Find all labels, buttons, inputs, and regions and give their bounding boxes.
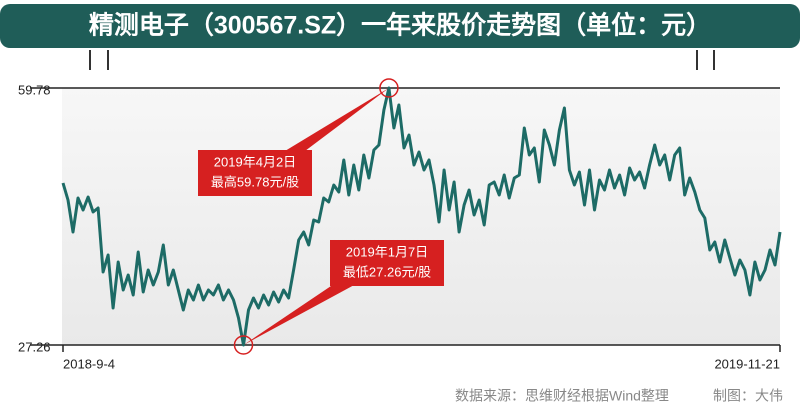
callout-pointer <box>243 284 356 345</box>
callout-text: 最低27.26元/股 <box>343 264 431 279</box>
x-tick-label: 2019-11-21 <box>714 356 780 371</box>
callout-date: 2019年1月7日 <box>346 244 428 259</box>
x-tick-label: 2018-9-4 <box>63 356 115 371</box>
plot-area <box>62 88 780 345</box>
callout-date: 2019年4月2日 <box>214 154 296 169</box>
y-tick-label: 59.78 <box>18 82 51 97</box>
highlight-circle <box>379 78 399 98</box>
callout-box <box>198 150 312 196</box>
y-tick-label: 27.26 <box>18 339 51 354</box>
price-line <box>61 86 782 347</box>
highlight-circle <box>233 335 254 355</box>
callout-pointer <box>285 88 389 151</box>
credit: 制图：大伟 <box>713 388 783 404</box>
title-banner <box>0 4 800 48</box>
source: 数据来源：思维财经根据Wind整理 <box>455 388 669 404</box>
chart-title: 精测电子（300567.SZ）一年来股价走势图（单位：元） <box>89 11 711 40</box>
callout-text: 最高59.78元/股 <box>211 174 299 189</box>
callout-box <box>330 240 444 286</box>
decor-ticks <box>89 50 715 70</box>
